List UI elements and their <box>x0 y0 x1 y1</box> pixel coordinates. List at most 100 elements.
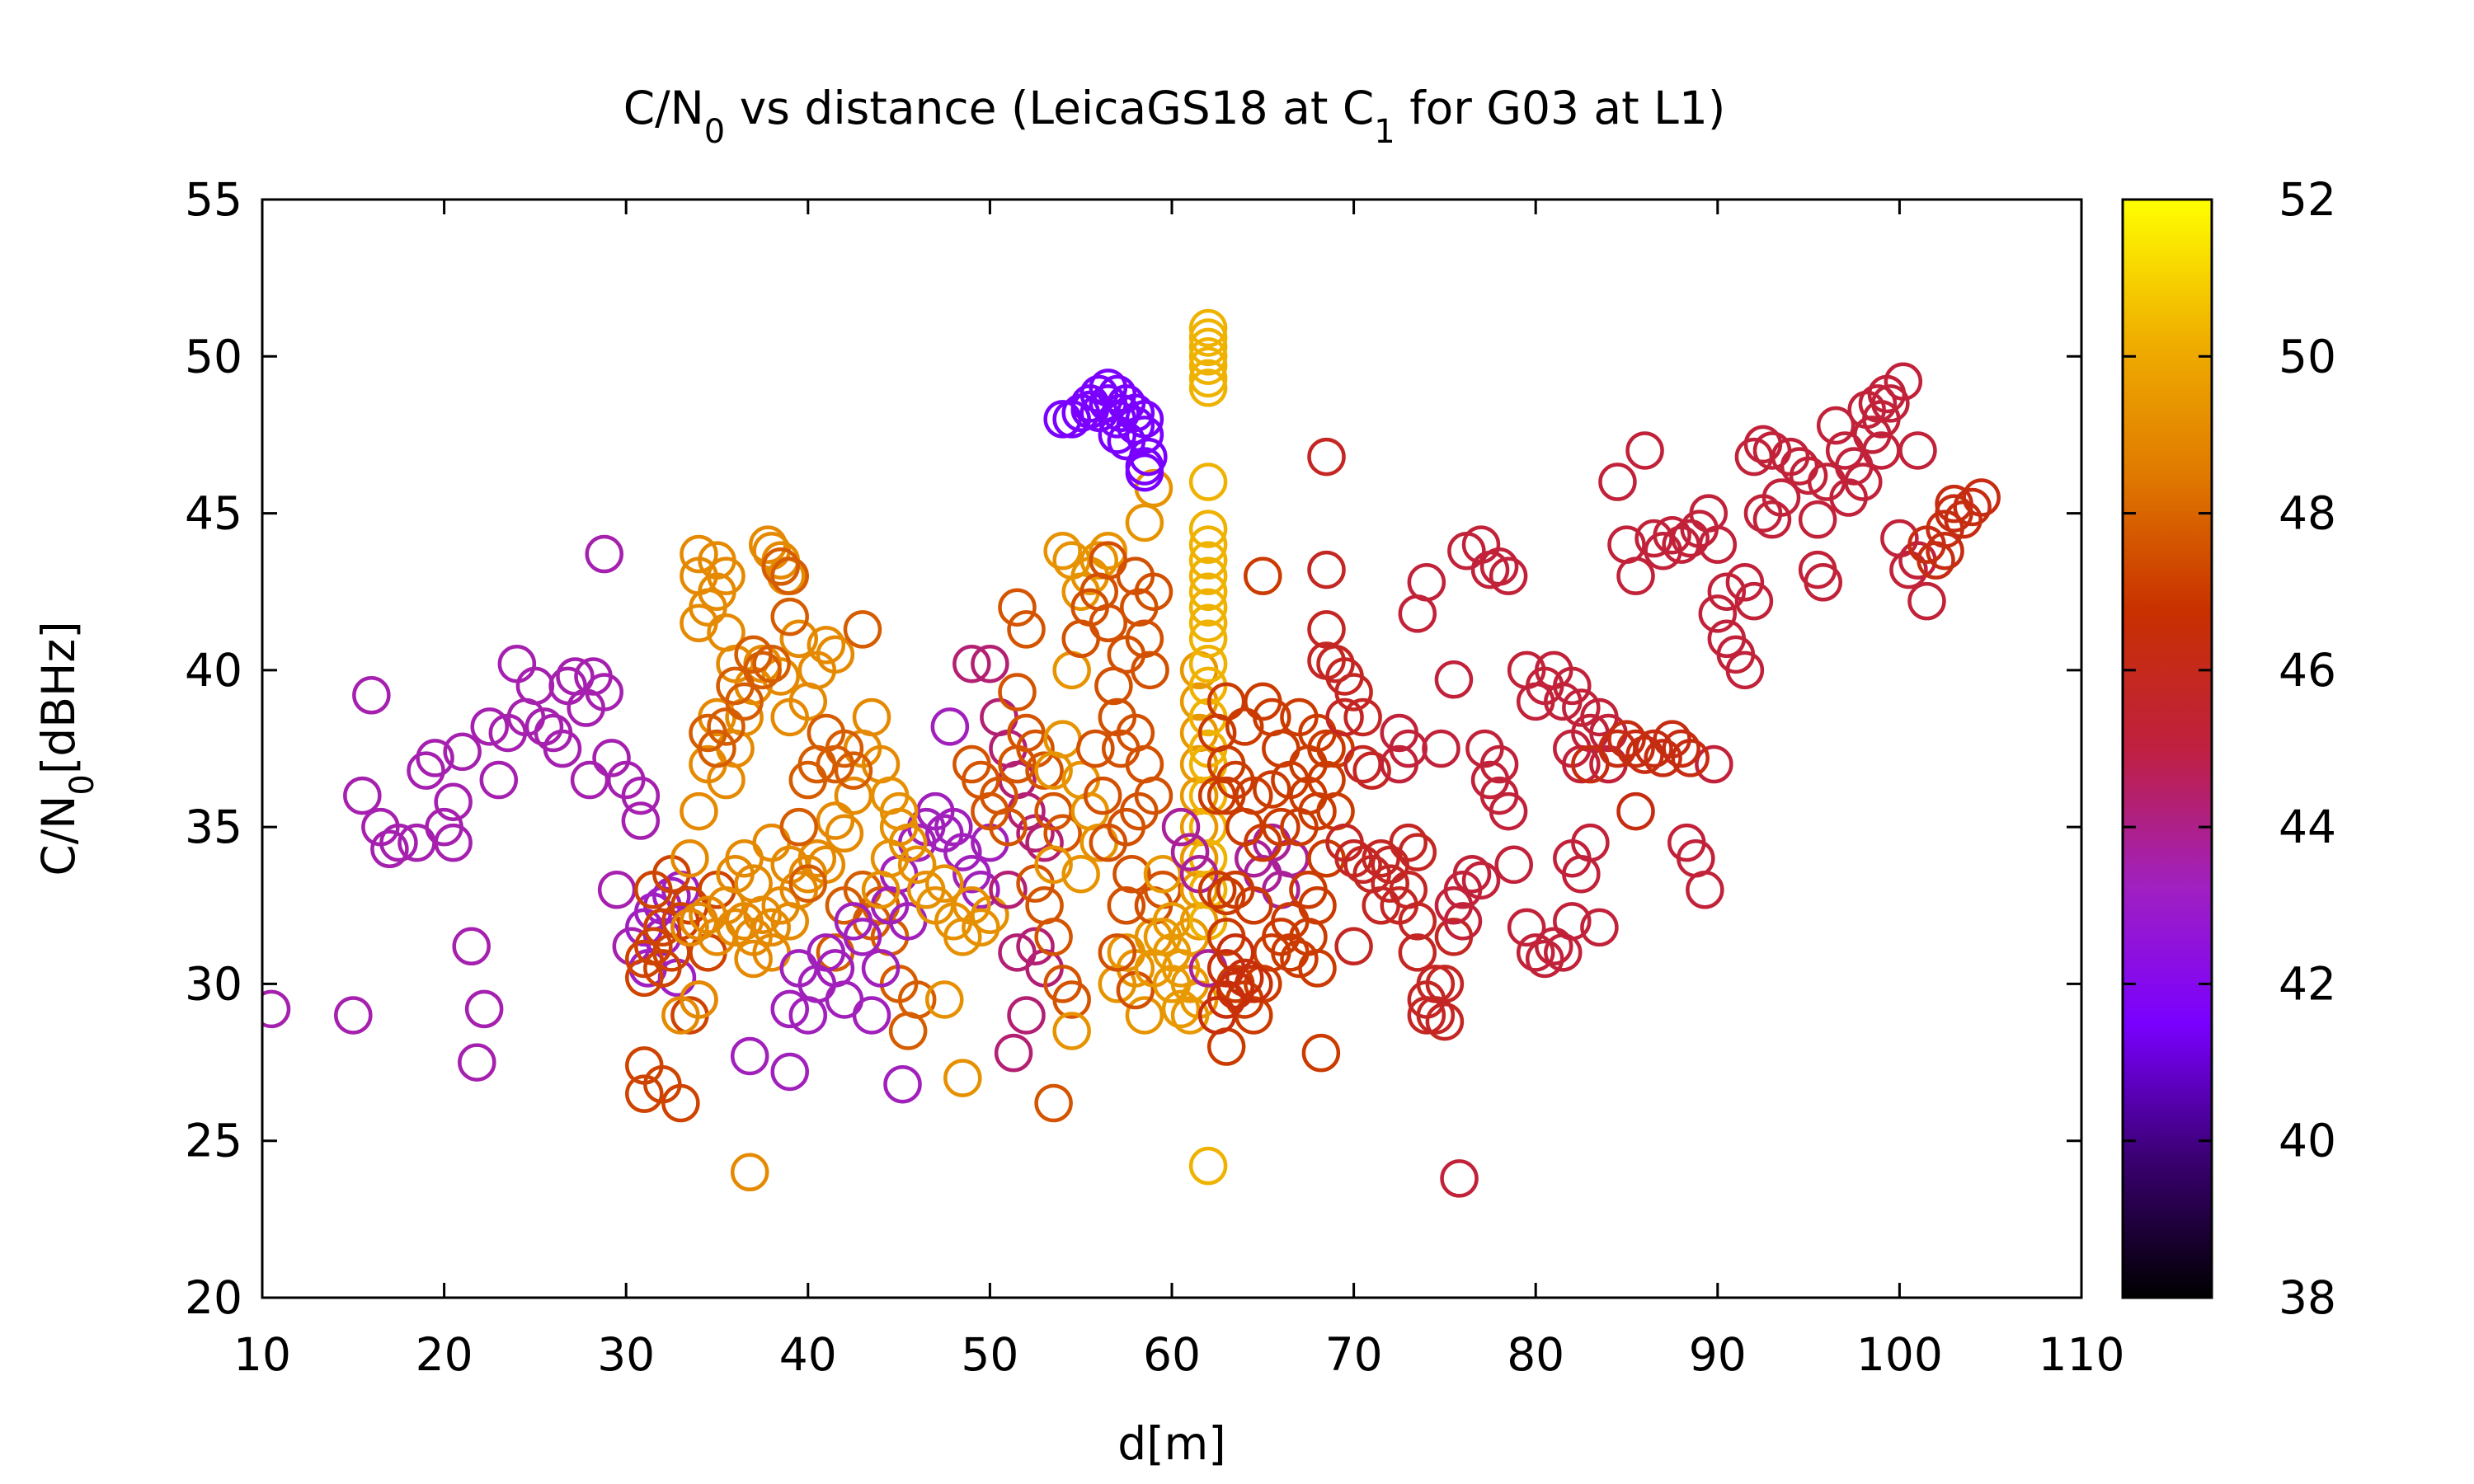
data-point <box>1225 707 1264 746</box>
data-point <box>734 939 773 979</box>
colorbar <box>2121 198 2213 1299</box>
data-point <box>725 682 764 721</box>
data-point <box>416 739 454 777</box>
chart-title: C/N0 vs distance (LeicaGS18 at C1 for G0… <box>623 82 1726 151</box>
data-point <box>334 996 373 1035</box>
data-point <box>1107 635 1146 674</box>
y-axis-title: C/N0[dBHz] <box>32 621 101 876</box>
data-point <box>1007 610 1046 649</box>
data-point <box>1280 939 1319 979</box>
y-tick-label: 25 <box>185 1115 242 1167</box>
data-point <box>1371 845 1409 885</box>
data-point <box>1007 996 1046 1035</box>
data-point <box>443 732 482 772</box>
data-point <box>661 1083 700 1123</box>
data-point <box>707 556 745 595</box>
data-point <box>1443 902 1483 941</box>
data-point <box>1188 327 1228 367</box>
data-point <box>883 1064 922 1104</box>
x-tick-label: 80 <box>1507 1328 1564 1381</box>
data-point <box>1188 318 1228 357</box>
data-point <box>1416 965 1456 1003</box>
data-point <box>1334 927 1373 966</box>
data-point <box>1707 572 1747 611</box>
data-point <box>925 864 964 903</box>
data-point <box>1452 854 1492 894</box>
data-point <box>1188 556 1228 595</box>
data-point <box>834 751 873 790</box>
data-point <box>1343 697 1382 737</box>
data-point <box>1789 456 1828 495</box>
data-point <box>1962 478 2001 517</box>
data-point <box>1125 996 1164 1035</box>
x-tick-label: 100 <box>1856 1328 1943 1381</box>
data-point <box>998 673 1037 711</box>
data-point <box>479 760 519 800</box>
data-point <box>779 807 819 847</box>
data-point <box>1380 744 1418 784</box>
data-point <box>1352 751 1391 790</box>
data-point <box>1671 739 1710 777</box>
x-tick-label: 20 <box>416 1328 473 1381</box>
data-point <box>1644 739 1682 777</box>
colorbar-tick-label: 48 <box>2279 487 2336 540</box>
data-point <box>1043 531 1082 571</box>
data-point <box>1134 572 1174 611</box>
data-point <box>1161 807 1201 847</box>
data-point <box>770 597 809 636</box>
data-point <box>1070 390 1109 430</box>
data-point <box>1052 1012 1091 1050</box>
data-point <box>1120 791 1159 831</box>
data-point <box>1671 519 1710 558</box>
data-point <box>1188 337 1228 376</box>
data-point <box>1161 989 1201 1029</box>
data-point <box>343 776 382 815</box>
data-point <box>670 838 709 878</box>
data-point <box>1725 563 1765 602</box>
data-point <box>1343 845 1382 885</box>
data-point <box>625 939 664 979</box>
data-point <box>1206 876 1246 916</box>
data-point <box>1389 823 1428 862</box>
data-point <box>1798 500 1837 539</box>
x-tick-label: 110 <box>2039 1328 2125 1381</box>
data-point <box>730 1036 769 1076</box>
colorbar-tick-label: 52 <box>2279 173 2336 226</box>
data-point <box>743 650 782 690</box>
data-point <box>770 1052 809 1092</box>
data-point <box>1298 949 1337 988</box>
data-point <box>1804 563 1842 602</box>
data-point <box>1307 610 1346 649</box>
x-tick-label: 10 <box>233 1328 291 1381</box>
data-point <box>1489 791 1528 831</box>
data-point <box>1016 927 1055 966</box>
data-point <box>698 729 736 768</box>
data-point <box>1188 644 1228 683</box>
data-point <box>1562 688 1601 727</box>
data-point <box>1089 531 1128 571</box>
data-point <box>761 547 800 586</box>
data-point <box>1398 933 1437 972</box>
colorbar-tick-label: 50 <box>2279 330 2336 383</box>
data-point <box>989 871 1028 909</box>
data-point <box>1516 933 1555 972</box>
data-point <box>680 980 718 1019</box>
data-point <box>1407 563 1446 602</box>
data-point <box>1170 833 1210 871</box>
data-point <box>1761 478 1801 517</box>
data-point <box>585 673 623 711</box>
scatter-points <box>262 308 2001 1198</box>
data-point <box>1034 845 1073 885</box>
data-point <box>1884 362 1923 401</box>
data-point <box>434 782 473 821</box>
data-point <box>962 908 1000 947</box>
data-point <box>843 610 882 649</box>
y-tick-label: 40 <box>185 644 242 697</box>
data-point <box>1535 927 1573 966</box>
data-point <box>1125 453 1164 492</box>
data-point <box>585 534 623 574</box>
data-point <box>464 989 504 1029</box>
data-point <box>1398 594 1437 633</box>
data-point <box>1235 776 1273 815</box>
